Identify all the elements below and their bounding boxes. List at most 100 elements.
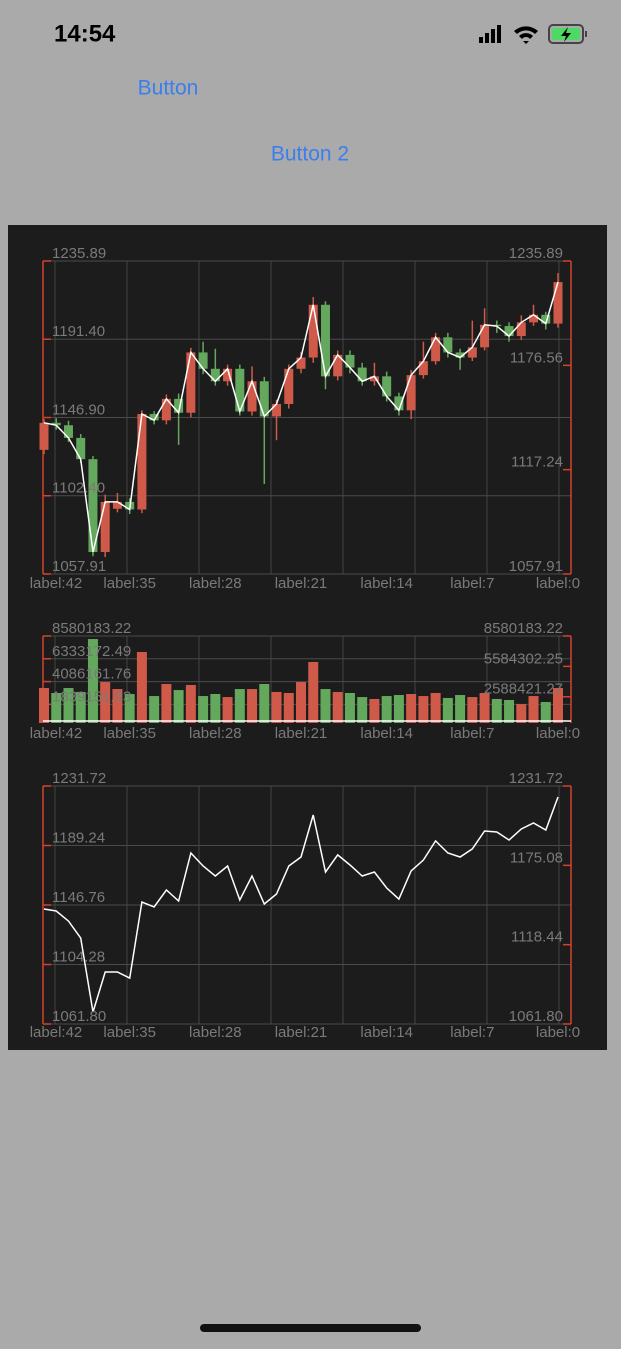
y2-tick-label: 1061.80	[509, 1008, 563, 1025]
volume-bar	[344, 692, 355, 723]
candle-body	[259, 381, 269, 417]
volume-bar	[283, 692, 294, 723]
y2-tick-label: 8580183.22	[484, 620, 563, 637]
candle-body	[186, 352, 196, 413]
candle-body	[174, 398, 184, 413]
x-tick-label: label:21	[275, 725, 328, 742]
candle-body	[161, 398, 171, 421]
x-tick-label: label:21	[275, 575, 328, 592]
candle-body	[76, 437, 86, 460]
chart-container	[8, 225, 607, 1050]
volume-bar	[504, 699, 515, 723]
candle-body	[406, 375, 416, 411]
candle-body	[418, 361, 428, 376]
status-icons	[479, 24, 587, 44]
volume-bar	[442, 697, 453, 723]
candle-body	[541, 314, 551, 324]
volume-bar	[259, 683, 270, 723]
x-tick-label: label:14	[360, 1024, 413, 1041]
candle-body	[504, 326, 514, 337]
y-tick-label: 1061.80	[52, 1008, 106, 1025]
x-tick-label: label:42	[30, 575, 83, 592]
x-tick-label: label:0	[536, 1024, 580, 1041]
x-tick-label: label:14	[360, 575, 413, 592]
status-time: 14:54	[54, 20, 116, 47]
volume-bar	[149, 696, 160, 723]
candle-body	[235, 368, 245, 412]
volume-bar	[320, 689, 331, 723]
volume-bar	[136, 652, 147, 723]
volume-bar	[51, 692, 62, 723]
candle-body	[467, 347, 477, 358]
x-tick-label: label:42	[30, 1024, 83, 1041]
y-tick-label: 8580183.22	[52, 620, 131, 637]
y-tick-label: 6333172.49	[52, 643, 131, 660]
y2-tick-label: 5584302.25	[484, 650, 563, 667]
candle-body	[480, 324, 490, 348]
volume-bar	[393, 695, 404, 723]
candle-body	[345, 354, 355, 368]
button[interactable]: Button	[138, 77, 199, 100]
x-tick-label: label:35	[103, 1024, 156, 1041]
candle-body	[333, 354, 343, 377]
candle-body	[516, 322, 526, 337]
x-tick-label: label:21	[275, 1024, 328, 1041]
candle-body	[198, 352, 208, 369]
y2-tick-label: 1231.72	[509, 770, 563, 787]
volume-bar	[124, 694, 135, 723]
volume-bar	[75, 691, 86, 723]
volume-bar	[491, 698, 502, 723]
volume-bar	[418, 696, 429, 723]
y-tick-label: 4086161.76	[52, 666, 131, 683]
candle-body	[369, 376, 379, 382]
volume-bar	[467, 697, 478, 723]
y-tick-label: 1104.28	[52, 948, 105, 965]
x-tick-label: label:42	[30, 725, 83, 742]
volume-bar	[381, 696, 392, 723]
x-tick-label: label:35	[103, 725, 156, 742]
volume-bar	[357, 697, 368, 723]
x-tick-label: label:7	[450, 575, 494, 592]
volume-bar	[455, 695, 466, 723]
x-tick-label: label:7	[450, 1024, 494, 1041]
candle-body	[51, 422, 61, 426]
candle-body	[88, 459, 98, 553]
y2-tick-label: 1057.91	[509, 558, 563, 575]
volume-bar	[430, 692, 441, 723]
candle-body	[284, 368, 294, 404]
volume-bar	[87, 639, 98, 723]
volume-bar	[112, 689, 123, 723]
y-tick-label: 1146.76	[52, 889, 105, 906]
y2-tick-label: 1117.24	[511, 454, 563, 471]
x-tick-label: label:28	[189, 725, 242, 742]
y-tick-label: 1102.40	[52, 480, 105, 497]
volume-bar	[271, 691, 282, 723]
candle-body	[272, 403, 282, 417]
x-tick-label: label:0	[536, 725, 580, 742]
candle-body	[443, 337, 453, 353]
y-tick-label: 1231.72	[52, 770, 106, 787]
candle-body	[39, 422, 49, 450]
candle-body	[455, 352, 465, 358]
candle-body	[394, 396, 404, 411]
button[interactable]: Button 2	[271, 143, 349, 166]
candle-body	[296, 357, 306, 369]
x-tick-label: label:7	[450, 725, 494, 742]
volume-bar	[540, 702, 551, 723]
volume-bar	[100, 682, 111, 723]
y-tick-label: 1235.89	[52, 245, 106, 262]
candle-body	[308, 304, 318, 358]
price-line	[43, 796, 559, 1013]
volume-bar	[369, 698, 380, 723]
volume-bar	[161, 683, 172, 723]
y-tick-label: 1057.91	[52, 558, 106, 575]
y-tick-label: 1191.40	[52, 323, 105, 340]
volume-bar	[479, 692, 490, 723]
candle-body	[529, 314, 539, 323]
y-tick-label: 1839151.03	[52, 688, 131, 705]
volume-bar	[63, 688, 74, 723]
y2-tick-label: 1176.56	[510, 349, 563, 366]
x-tick-label: label:0	[536, 575, 580, 592]
volume-bar	[222, 697, 233, 723]
